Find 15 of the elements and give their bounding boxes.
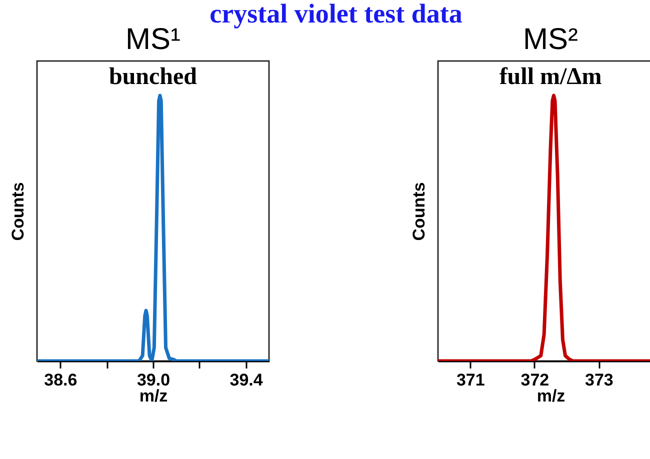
text: crystal violet test data	[210, 0, 463, 28]
chart-title: MS¹	[126, 23, 180, 56]
x-tick-label: 39.0	[136, 370, 170, 390]
x-tick-label: 372	[520, 370, 550, 390]
x-tick-label: 373	[585, 370, 614, 390]
y-axis-title: Counts	[410, 182, 428, 241]
x-axis-title: m/z	[139, 386, 168, 406]
x-tick-label: 371	[456, 370, 485, 390]
chart-title: MS²	[523, 23, 578, 56]
text: bunched	[108, 64, 198, 90]
text: full m/Δm	[499, 64, 602, 90]
x-tick-label: 39.4	[230, 370, 264, 390]
y-axis-title: Counts	[8, 182, 28, 241]
x-tick-label: 38.6	[44, 370, 78, 390]
x-axis-title: m/z	[536, 386, 566, 406]
